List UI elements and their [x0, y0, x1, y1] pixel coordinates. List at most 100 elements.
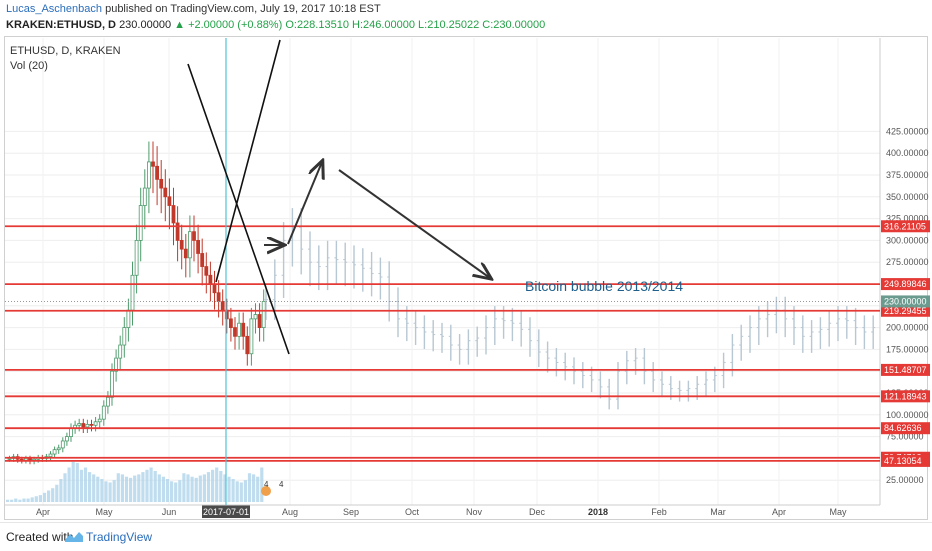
volume-bar — [10, 499, 14, 502]
candle-body — [220, 301, 225, 311]
candle-body — [134, 239, 139, 276]
candle-body — [228, 318, 233, 329]
y-tick-label: 425.00000 — [886, 126, 929, 136]
candle-body — [60, 440, 65, 449]
volume-bar — [215, 467, 219, 502]
chart-header: Lucas_Aschenbach published on TradingVie… — [0, 0, 932, 34]
volume-bar — [47, 490, 51, 502]
x-tick-label: Aug — [282, 507, 298, 517]
volume-bar — [190, 476, 194, 502]
candle-body — [241, 322, 246, 337]
volume-bar — [59, 479, 63, 502]
volume-bar — [174, 482, 178, 502]
price-change: ▲ +2.00000 (+0.88%) — [174, 19, 283, 31]
x-tick-label: Sep — [343, 507, 359, 517]
volume-bar — [133, 475, 137, 502]
x-tick-label: 2017-07-01 — [203, 507, 249, 517]
volume-bar — [129, 477, 133, 502]
candle-body — [245, 335, 250, 355]
volume-bar — [116, 473, 120, 502]
event-marker-count: 4 — [279, 480, 284, 489]
level-label: 249.89846 — [884, 279, 927, 289]
candle-body — [196, 239, 201, 254]
volume-bar — [165, 479, 170, 502]
candle-body — [122, 327, 127, 346]
candle-body — [81, 423, 86, 428]
volume-bar — [26, 498, 30, 502]
level-label: 151.48707 — [884, 365, 927, 375]
projection-arrow — [287, 162, 322, 245]
volume-bar — [211, 469, 215, 502]
volume-bar — [38, 495, 42, 502]
bitcoin-bubble-annotation: Bitcoin bubble 2013/2014 — [525, 278, 683, 294]
volume-bar — [96, 476, 100, 502]
y-tick-label: 25.00000 — [886, 475, 924, 485]
tradingview-logo-icon[interactable] — [64, 530, 84, 544]
candle-body — [237, 322, 242, 337]
y-tick-label: 100.00000 — [886, 410, 929, 420]
x-tick-label: May — [95, 507, 113, 517]
level-label-bg — [881, 390, 930, 403]
candle-body — [48, 453, 53, 458]
volume-bar — [51, 488, 55, 502]
candle-body — [233, 327, 237, 337]
tradingview-brand-link[interactable]: TradingView — [86, 530, 153, 544]
volume-bar — [206, 472, 211, 502]
volume-bar — [120, 474, 124, 502]
trend-line — [215, 39, 281, 283]
candle-body — [114, 357, 118, 372]
candle-body — [130, 274, 135, 311]
volume-bar — [42, 492, 47, 502]
volume-bar — [235, 481, 239, 502]
volume-bar — [252, 474, 256, 502]
candle-body — [208, 274, 213, 285]
volume-bar — [67, 467, 71, 502]
candle-body — [89, 423, 94, 426]
candle-body — [183, 248, 188, 259]
candle-body — [126, 309, 131, 329]
volume-bar — [186, 474, 190, 502]
author-link[interactable]: Lucas_Aschenbach — [6, 3, 103, 15]
x-tick-label: 2018 — [588, 507, 608, 517]
x-tick-label: Apr — [36, 507, 50, 517]
volume-bar — [83, 467, 88, 502]
volume-bar — [71, 461, 75, 502]
y-tick-label: 400.00000 — [886, 148, 929, 158]
candle-body — [249, 318, 254, 355]
volume-bar — [14, 498, 18, 502]
y-tick-label: 275.00000 — [886, 257, 929, 267]
level-label-bg — [881, 220, 930, 233]
event-marker-icon — [261, 486, 271, 496]
volume-bar — [137, 474, 141, 502]
volume-bar — [227, 476, 231, 502]
legend-volume: Vol (20) — [10, 60, 48, 72]
candle-body — [52, 449, 57, 455]
candle-body — [97, 418, 102, 423]
candle-body — [101, 405, 106, 420]
candle-body — [56, 447, 61, 451]
volume-bar — [18, 499, 22, 502]
volume-bar — [141, 472, 145, 502]
chart-area[interactable] — [4, 36, 928, 520]
date-highlight — [202, 505, 250, 518]
y-tick-label: 175.00000 — [886, 344, 929, 354]
x-tick-label: Jun — [162, 507, 177, 517]
candle-body — [261, 301, 266, 329]
volume-bar — [145, 469, 149, 502]
volume-bar — [161, 476, 165, 502]
volume-bar — [153, 470, 157, 502]
x-tick-label: Feb — [651, 507, 667, 517]
level-label: 219.29455 — [884, 306, 927, 316]
level-label-bg — [881, 304, 930, 317]
candle-body — [253, 314, 258, 320]
volume-bar — [108, 482, 112, 502]
chart-legend: ETHUSD, D, KRAKEN Vol (20) — [10, 44, 121, 74]
volume-bar — [202, 474, 206, 502]
candle-body — [163, 187, 168, 198]
volume-bar — [88, 472, 92, 502]
candle-body — [69, 427, 73, 438]
candle-body — [118, 344, 123, 359]
y-tick-label: 375.00000 — [886, 170, 929, 180]
volume-bar — [30, 497, 34, 502]
